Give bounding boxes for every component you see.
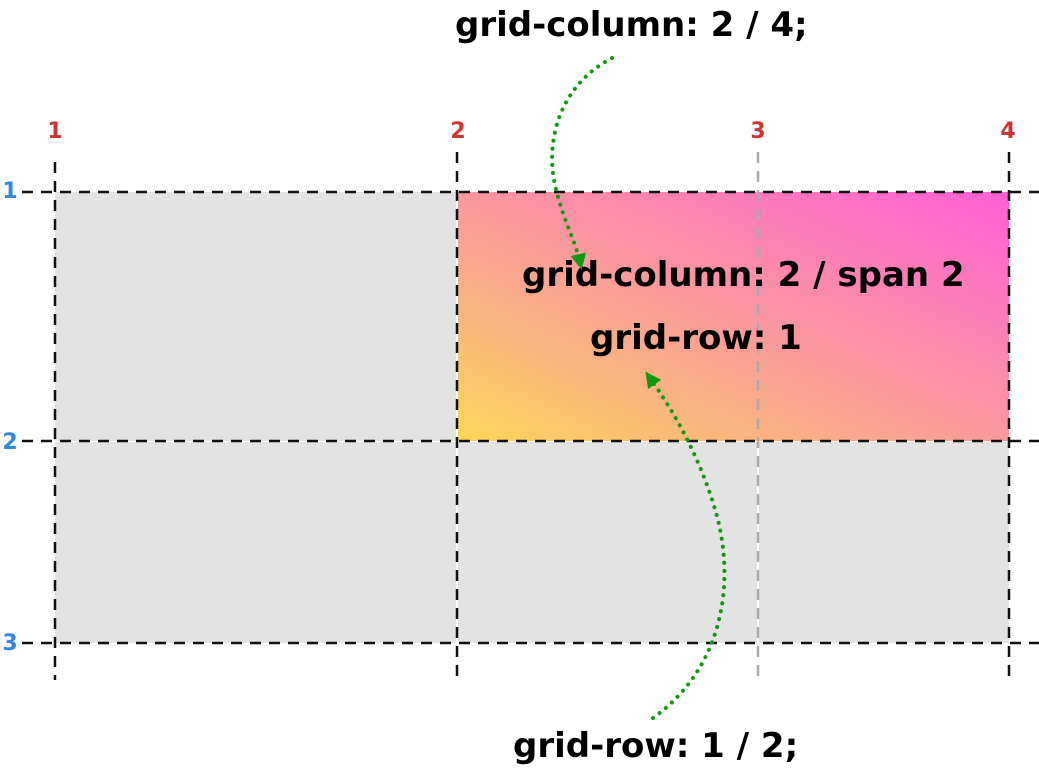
column-line-numbers: 1 2 3 4	[47, 119, 1015, 144]
bottom-annotation: grid-row: 1 / 2;	[513, 726, 798, 766]
grid-lines	[22, 152, 1039, 680]
column-number-4: 4	[1000, 119, 1015, 144]
item-line-1: grid-column: 2 / span 2	[522, 255, 965, 295]
grid-cell-r2c2	[458, 442, 757, 643]
grid-cell-r2c1	[55, 442, 456, 643]
row-number-3: 3	[2, 631, 17, 656]
column-number-1: 1	[47, 119, 62, 144]
top-arrow	[550, 56, 614, 270]
row-number-1: 1	[2, 179, 17, 204]
grid-cell-r2c3	[759, 442, 1009, 643]
item-line-2: grid-row: 1	[590, 318, 802, 358]
row-line-numbers: 1 2 3	[2, 179, 17, 656]
row-number-2: 2	[2, 430, 17, 455]
grid-cells	[55, 192, 1009, 643]
top-annotation: grid-column: 2 / 4;	[455, 5, 808, 45]
column-number-2: 2	[450, 119, 465, 144]
column-number-3: 3	[750, 119, 765, 144]
bottom-arrow	[645, 371, 727, 720]
grid-item-text: grid-column: 2 / span 2 grid-row: 1	[522, 255, 965, 358]
grid-item	[458, 192, 1009, 441]
grid-cell-r1c1	[55, 192, 456, 441]
